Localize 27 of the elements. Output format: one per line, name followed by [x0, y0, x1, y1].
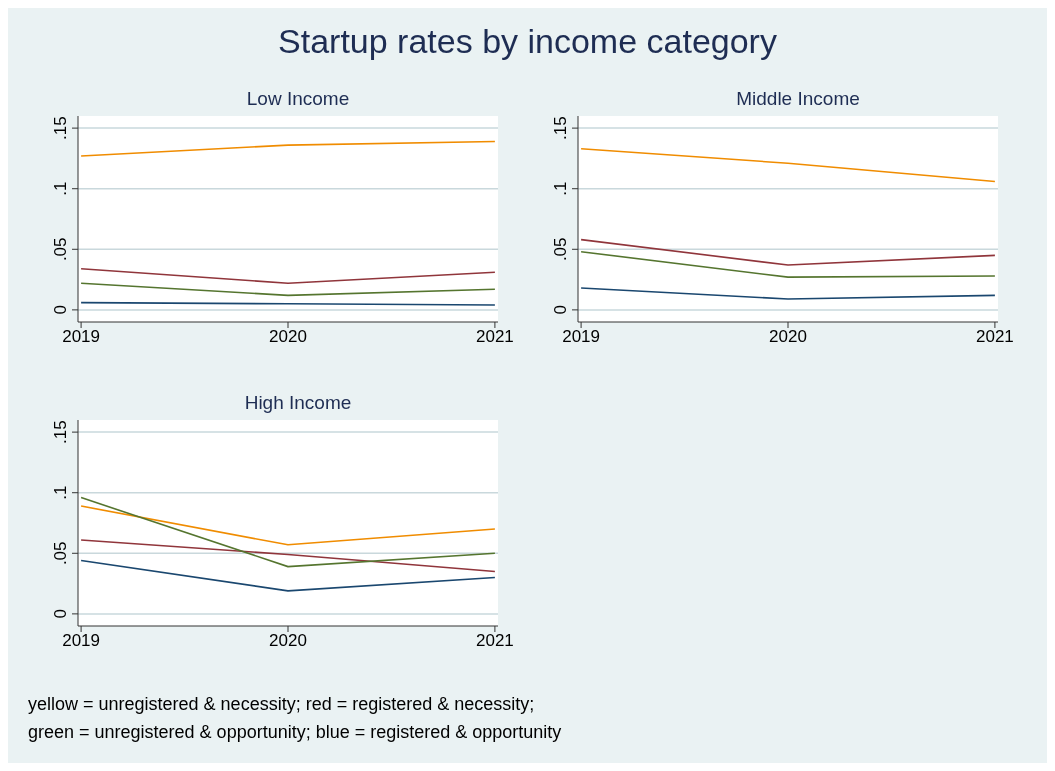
- chart-title: Startup rates by income category: [277, 22, 778, 62]
- x-tick-label: 2020: [269, 631, 307, 651]
- x-tick-label: 2021: [475, 631, 514, 651]
- y-tick-label: 0: [51, 305, 70, 315]
- chart-subtitle: Middle Income: [735, 88, 861, 111]
- y-tick-label: .15: [551, 116, 570, 140]
- x-tick-label: 2019: [562, 327, 601, 347]
- y-tick-label: .15: [51, 420, 70, 444]
- y-tick-label: 0: [551, 305, 570, 315]
- y-tick-label: .1: [51, 181, 70, 196]
- x-tick-label: 2021: [475, 327, 514, 347]
- y-tick-label: .1: [551, 181, 570, 196]
- text: yellow = unregistered & necessity; red = registered & necessity;: [28, 693, 536, 716]
- y-tick-label: 0: [51, 609, 70, 619]
- x-tick-label: 2020: [269, 327, 307, 347]
- x-tick-label: 2019: [62, 631, 101, 651]
- x-tick-label: 2021: [975, 327, 1014, 347]
- y-tick-label: .05: [51, 541, 70, 566]
- chart-subtitle: High Income: [243, 392, 353, 415]
- chart-subtitle: Low Income: [245, 88, 351, 111]
- x-tick-label: 2020: [769, 327, 807, 347]
- text: green = unregistered & opportunity; blue = registered & opportunity: [28, 721, 563, 744]
- y-tick-label: .15: [51, 116, 70, 140]
- y-tick-label: .05: [51, 237, 70, 262]
- y-tick-label: .1: [51, 485, 70, 500]
- x-tick-label: 2019: [62, 327, 101, 347]
- y-tick-label: .05: [551, 237, 570, 262]
